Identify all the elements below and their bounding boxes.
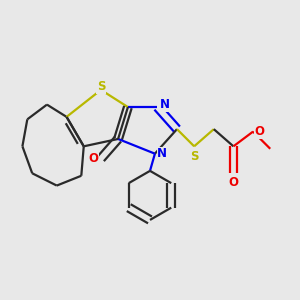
Text: O: O [228, 176, 239, 190]
Text: S: S [190, 149, 198, 163]
Text: N: N [160, 98, 170, 111]
Text: N: N [158, 147, 167, 160]
Text: O: O [254, 125, 264, 138]
Text: S: S [97, 80, 105, 93]
Text: O: O [88, 152, 98, 165]
